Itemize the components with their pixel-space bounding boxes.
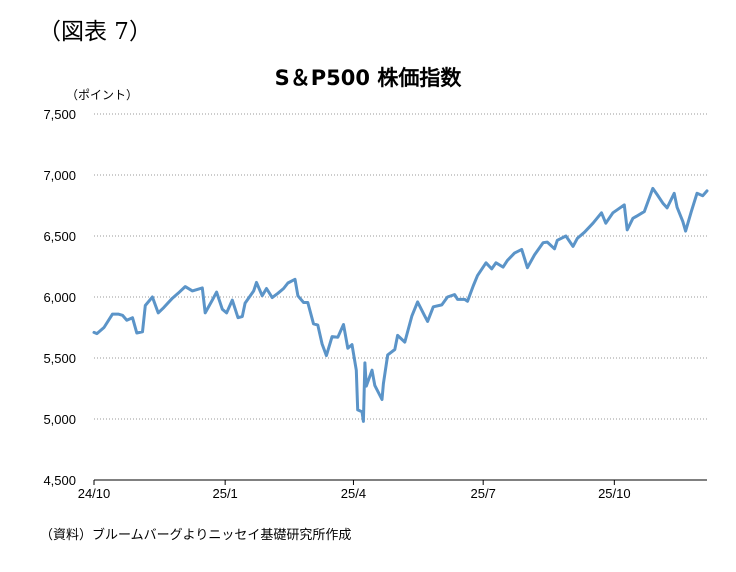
x-tick-label: 25/4: [341, 486, 366, 501]
series-group: [92, 186, 709, 423]
x-axis: 24/10 25/1 25/4 25/7 25/10: [78, 479, 707, 501]
y-tick-label: 5,000: [43, 412, 76, 427]
grid-lines: [94, 113, 707, 420]
x-tick-label: 25/7: [471, 486, 496, 501]
figure-label: （図表 7）: [38, 19, 152, 45]
y-tick-label: 7,500: [43, 107, 76, 122]
series-line: [92, 186, 709, 423]
x-tick-label: 25/1: [212, 486, 237, 501]
y-tick-label: 5,500: [43, 351, 76, 366]
y-tick-label: 6,000: [43, 290, 76, 305]
x-tick-label: 24/10: [78, 486, 111, 501]
chart-title: S＆P500 株価指数: [274, 66, 462, 90]
y-tick-label: 7,000: [43, 168, 76, 183]
y-tick-label: 4,500: [43, 473, 76, 488]
y-tick-label: 6,500: [43, 229, 76, 244]
y-axis-unit-label: （ポイント）: [66, 88, 139, 102]
y-axis-ticks: 4,500 5,000 5,500 6,000 6,500 7,000 7,500: [43, 107, 76, 488]
x-tick-label: 25/10: [598, 486, 631, 501]
source-note: （資料）ブルームバーグよりニッセイ基礎研究所作成: [40, 528, 352, 543]
